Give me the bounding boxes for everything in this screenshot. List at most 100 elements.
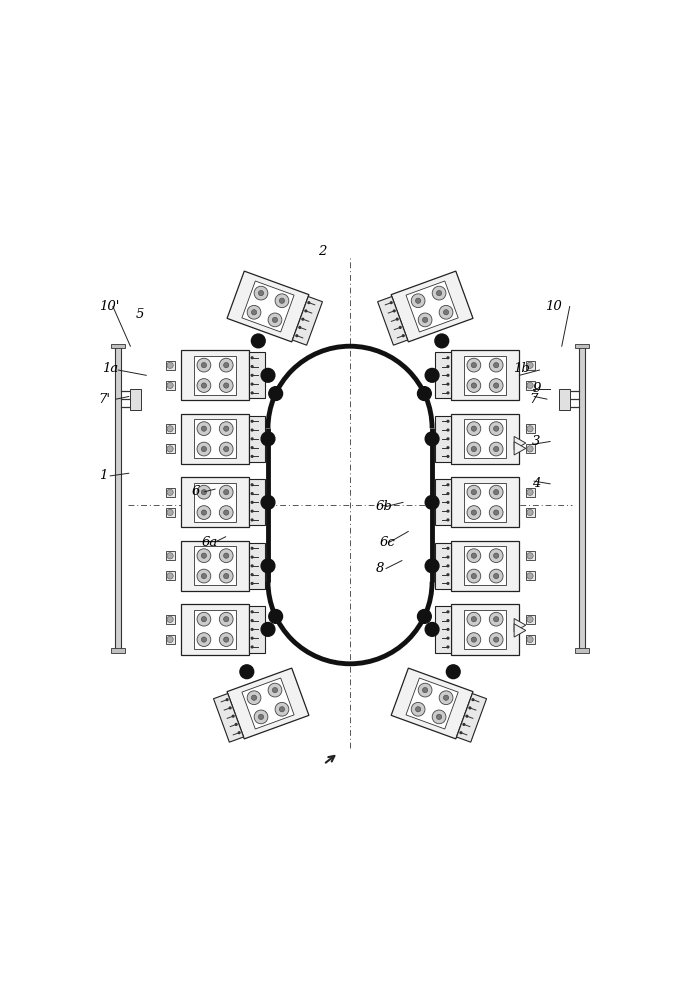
Circle shape [197, 612, 211, 626]
Text: 7': 7' [98, 393, 111, 406]
Polygon shape [227, 668, 309, 739]
Text: 2: 2 [318, 245, 326, 258]
Polygon shape [451, 604, 520, 655]
Circle shape [447, 555, 449, 559]
Polygon shape [115, 346, 122, 651]
Circle shape [223, 383, 229, 388]
Text: 9: 9 [532, 382, 541, 395]
Polygon shape [464, 610, 505, 649]
Polygon shape [195, 419, 236, 458]
Circle shape [494, 426, 499, 431]
Polygon shape [249, 479, 264, 525]
Circle shape [201, 363, 206, 368]
Circle shape [417, 610, 431, 623]
Circle shape [527, 616, 533, 622]
Circle shape [390, 301, 393, 304]
Circle shape [447, 492, 449, 495]
Circle shape [447, 356, 449, 359]
Circle shape [447, 428, 449, 432]
Circle shape [201, 617, 206, 622]
Circle shape [494, 510, 499, 515]
Circle shape [251, 564, 253, 567]
Polygon shape [406, 678, 458, 729]
Circle shape [471, 510, 477, 515]
Circle shape [223, 363, 229, 368]
Circle shape [471, 637, 477, 642]
Polygon shape [292, 297, 322, 345]
Circle shape [426, 432, 439, 446]
Polygon shape [195, 483, 236, 522]
Circle shape [489, 379, 503, 392]
Circle shape [471, 446, 477, 452]
Circle shape [197, 358, 211, 372]
Circle shape [426, 495, 439, 509]
Circle shape [471, 490, 477, 495]
Circle shape [201, 637, 206, 642]
Circle shape [219, 485, 233, 499]
Circle shape [197, 633, 211, 646]
Circle shape [167, 553, 173, 559]
Circle shape [219, 422, 233, 436]
Circle shape [494, 446, 499, 452]
Circle shape [223, 510, 229, 515]
Circle shape [527, 489, 533, 495]
Polygon shape [525, 551, 535, 560]
Polygon shape [180, 414, 249, 464]
Circle shape [423, 687, 428, 693]
Circle shape [197, 379, 211, 392]
Circle shape [269, 610, 283, 623]
Circle shape [467, 485, 481, 499]
Circle shape [527, 573, 533, 579]
Circle shape [395, 318, 399, 321]
Circle shape [223, 553, 229, 558]
Polygon shape [391, 271, 473, 342]
Circle shape [251, 365, 253, 368]
Polygon shape [514, 436, 526, 450]
Circle shape [447, 374, 449, 377]
Circle shape [251, 510, 253, 513]
Circle shape [234, 723, 238, 726]
Circle shape [251, 383, 253, 386]
Circle shape [467, 506, 481, 519]
Circle shape [167, 489, 173, 495]
Circle shape [471, 553, 477, 558]
Polygon shape [525, 571, 535, 580]
Text: 3: 3 [532, 435, 541, 448]
Polygon shape [130, 389, 141, 410]
Circle shape [489, 506, 503, 519]
Circle shape [240, 665, 253, 679]
Circle shape [415, 707, 421, 712]
Circle shape [251, 610, 253, 613]
Circle shape [471, 363, 477, 368]
Circle shape [167, 636, 173, 643]
Circle shape [471, 573, 477, 579]
Polygon shape [559, 389, 570, 410]
Circle shape [439, 305, 453, 319]
Circle shape [467, 442, 481, 456]
Circle shape [167, 362, 173, 368]
Circle shape [527, 636, 533, 643]
Polygon shape [242, 678, 294, 729]
Polygon shape [525, 508, 535, 517]
Text: 6c: 6c [379, 536, 395, 549]
Circle shape [443, 695, 449, 700]
Circle shape [254, 286, 268, 300]
Circle shape [251, 555, 253, 559]
Circle shape [167, 509, 173, 516]
Circle shape [443, 310, 449, 315]
Circle shape [494, 573, 499, 579]
Circle shape [447, 510, 449, 513]
Circle shape [494, 617, 499, 622]
Circle shape [447, 582, 449, 585]
Polygon shape [249, 543, 264, 589]
Polygon shape [525, 361, 535, 370]
Circle shape [201, 446, 206, 452]
Circle shape [279, 298, 285, 303]
Circle shape [275, 702, 289, 716]
Circle shape [411, 702, 425, 716]
Polygon shape [165, 571, 175, 580]
Polygon shape [525, 488, 535, 497]
Circle shape [167, 382, 173, 389]
Circle shape [447, 637, 449, 640]
Polygon shape [436, 606, 451, 653]
